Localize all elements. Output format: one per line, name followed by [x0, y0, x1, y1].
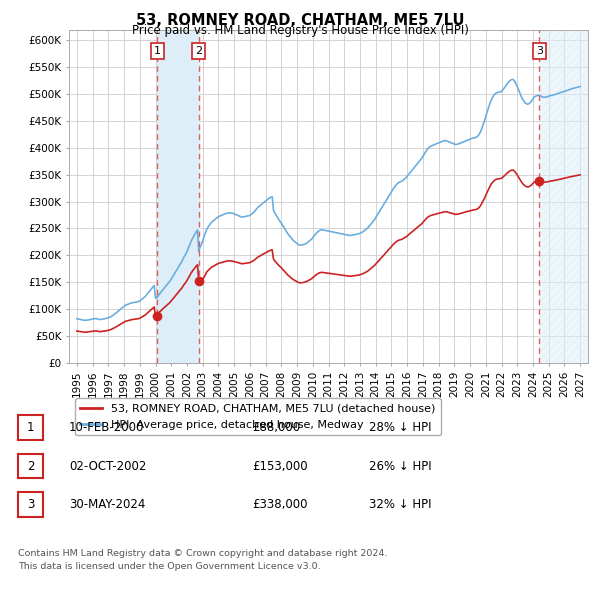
Bar [157, 30, 199, 363]
Text: Price paid vs. HM Land Registry's House Price Index (HPI): Price paid vs. HM Land Registry's House … [131, 24, 469, 37]
Text: 3: 3 [536, 46, 543, 56]
Text: 1: 1 [27, 421, 34, 434]
Text: Contains HM Land Registry data © Crown copyright and database right 2024.: Contains HM Land Registry data © Crown c… [18, 549, 388, 558]
Text: 26% ↓ HPI: 26% ↓ HPI [369, 460, 431, 473]
Text: 10-FEB-2000: 10-FEB-2000 [69, 421, 145, 434]
Text: 2: 2 [195, 46, 202, 56]
Text: 28% ↓ HPI: 28% ↓ HPI [369, 421, 431, 434]
Text: £153,000: £153,000 [252, 460, 308, 473]
Text: 53, ROMNEY ROAD, CHATHAM, ME5 7LU: 53, ROMNEY ROAD, CHATHAM, ME5 7LU [136, 13, 464, 28]
Text: £338,000: £338,000 [252, 498, 308, 511]
Legend: 53, ROMNEY ROAD, CHATHAM, ME5 7LU (detached house), HPI: Average price, detached: 53, ROMNEY ROAD, CHATHAM, ME5 7LU (detac… [74, 398, 441, 435]
Bar [539, 30, 588, 363]
Text: 02-OCT-2002: 02-OCT-2002 [69, 460, 146, 473]
Text: 1: 1 [154, 46, 161, 56]
Text: This data is licensed under the Open Government Licence v3.0.: This data is licensed under the Open Gov… [18, 562, 320, 571]
Text: 30-MAY-2024: 30-MAY-2024 [69, 498, 145, 511]
Text: 32% ↓ HPI: 32% ↓ HPI [369, 498, 431, 511]
Text: 2: 2 [27, 460, 34, 473]
Text: 3: 3 [27, 498, 34, 511]
Text: £88,000: £88,000 [252, 421, 300, 434]
